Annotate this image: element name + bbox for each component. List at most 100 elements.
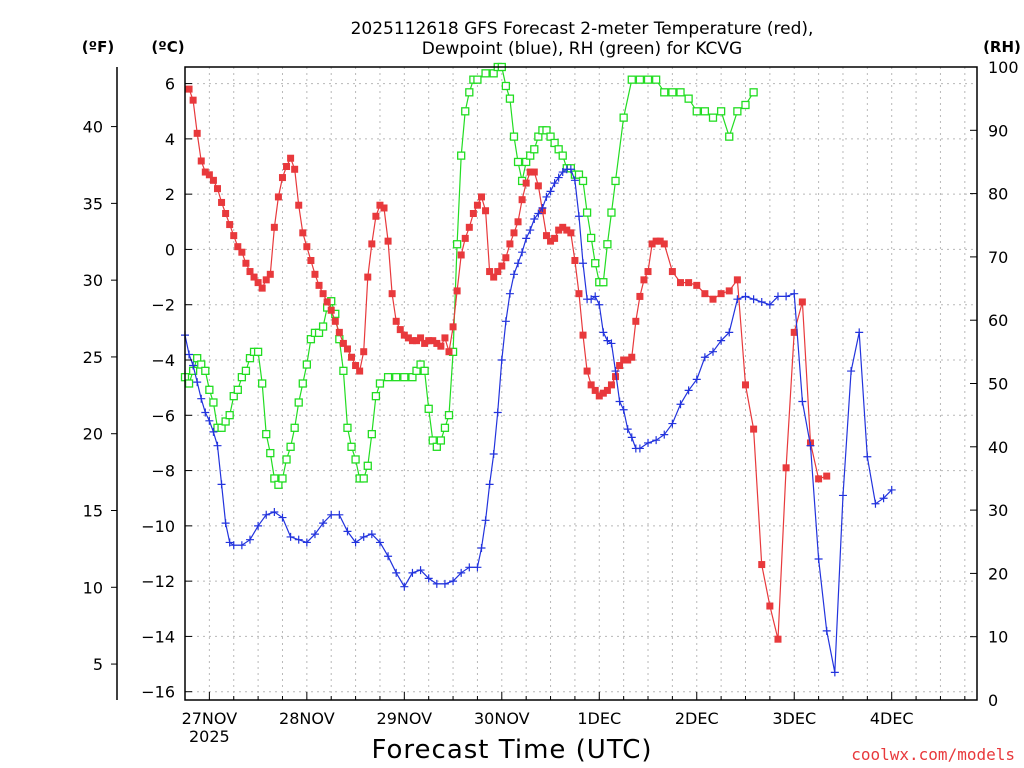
data-point-marker bbox=[530, 215, 539, 224]
fahrenheit-tick-label: 10 bbox=[83, 578, 103, 597]
data-point-marker bbox=[676, 400, 685, 409]
data-point-marker bbox=[189, 96, 197, 104]
data-point-marker bbox=[246, 268, 254, 276]
celsius-tick-label: −14 bbox=[141, 627, 175, 646]
celsius-axis: 6 4 2 0 −2 −4 −6 −8 −10 −12 −14 −16 bbox=[141, 75, 192, 702]
data-point-marker bbox=[505, 289, 514, 298]
data-point-marker bbox=[627, 433, 636, 442]
data-point-marker bbox=[371, 392, 381, 401]
data-point-marker bbox=[676, 88, 685, 97]
celsius-tick-label: 0 bbox=[165, 240, 175, 259]
data-point-marker bbox=[587, 381, 595, 389]
data-point-marker bbox=[607, 208, 616, 217]
data-point-marker bbox=[184, 379, 194, 388]
data-point-marker bbox=[620, 356, 628, 364]
data-point-marker bbox=[660, 240, 668, 248]
data-point-marker bbox=[408, 568, 417, 577]
data-point-marker bbox=[222, 210, 230, 218]
celsius-tick-label: 2 bbox=[165, 185, 175, 204]
data-point-marker bbox=[242, 259, 250, 267]
data-point-marker bbox=[278, 474, 287, 483]
data-point-marker bbox=[424, 574, 433, 583]
data-point-marker bbox=[579, 259, 588, 268]
data-point-marker bbox=[632, 317, 640, 325]
data-point-marker bbox=[554, 173, 563, 182]
data-point-marker bbox=[218, 198, 226, 206]
data-point-marker bbox=[773, 292, 782, 301]
data-point-marker bbox=[258, 284, 266, 292]
data-point-marker bbox=[193, 378, 202, 387]
data-point-marker bbox=[432, 579, 441, 588]
data-point-marker bbox=[741, 292, 750, 301]
data-point-marker bbox=[830, 668, 839, 677]
data-point-marker bbox=[298, 379, 307, 388]
data-point-marker bbox=[571, 256, 579, 264]
data-point-marker bbox=[278, 513, 287, 522]
data-point-marker bbox=[587, 295, 596, 304]
fahrenheit-tick-label: 25 bbox=[83, 348, 103, 367]
data-point-marker bbox=[652, 436, 661, 445]
data-point-marker bbox=[542, 232, 550, 240]
data-point-marker bbox=[806, 441, 815, 450]
data-point-marker bbox=[612, 373, 620, 381]
data-point-marker bbox=[611, 176, 620, 186]
data-point-marker bbox=[473, 201, 481, 209]
data-point-marker bbox=[473, 75, 482, 84]
data-point-marker bbox=[757, 297, 766, 306]
data-point-marker bbox=[677, 279, 685, 287]
data-point-marker bbox=[685, 279, 693, 287]
data-point-marker bbox=[534, 182, 542, 190]
data-point-marker bbox=[266, 270, 274, 278]
data-point-marker bbox=[583, 367, 591, 375]
data-point-marker bbox=[668, 88, 677, 97]
data-point-marker bbox=[526, 226, 535, 235]
data-point-marker bbox=[750, 425, 758, 433]
series-line bbox=[188, 88, 827, 640]
data-point-marker bbox=[294, 398, 303, 407]
data-point-marker bbox=[644, 438, 653, 447]
data-point-marker bbox=[233, 385, 242, 394]
data-point-marker bbox=[278, 174, 286, 182]
data-point-marker bbox=[530, 168, 538, 176]
data-point-marker bbox=[847, 367, 856, 376]
data-point-marker bbox=[421, 339, 429, 347]
data-point-marker bbox=[623, 425, 632, 434]
data-point-marker bbox=[364, 273, 372, 281]
data-point-marker bbox=[205, 385, 214, 394]
data-point-marker bbox=[266, 448, 275, 458]
data-point-marker bbox=[189, 361, 198, 370]
data-point-marker bbox=[209, 176, 217, 184]
data-point-marker bbox=[635, 444, 644, 453]
data-point-marker bbox=[315, 281, 323, 289]
celsius-unit-label: (ºC) bbox=[151, 38, 184, 56]
data-point-marker bbox=[656, 237, 664, 245]
data-point-marker bbox=[440, 579, 449, 588]
data-point-marker bbox=[327, 510, 336, 519]
data-point-marker bbox=[660, 88, 669, 97]
data-point-marker bbox=[599, 389, 607, 397]
data-point-marker bbox=[201, 168, 209, 176]
data-point-marker bbox=[700, 353, 709, 362]
data-point-marker bbox=[457, 251, 465, 259]
data-point-marker bbox=[457, 568, 466, 577]
data-point-marker bbox=[790, 328, 798, 336]
data-point-marker bbox=[429, 337, 437, 345]
data-point-marker bbox=[417, 334, 425, 342]
data-point-marker bbox=[392, 317, 400, 325]
data-point-marker bbox=[482, 207, 490, 215]
data-point-marker bbox=[684, 386, 693, 395]
data-point-marker bbox=[262, 510, 271, 519]
data-point-marker bbox=[814, 555, 823, 564]
data-point-marker bbox=[636, 292, 644, 300]
data-point-marker bbox=[299, 229, 307, 237]
data-point-marker bbox=[717, 290, 725, 298]
data-point-marker bbox=[360, 348, 368, 356]
data-point-marker bbox=[838, 491, 847, 500]
data-point-marker bbox=[452, 240, 462, 249]
data-point-marker bbox=[506, 240, 514, 248]
data-point-marker bbox=[425, 337, 433, 345]
data-point-marker bbox=[660, 430, 669, 439]
data-point-marker bbox=[547, 237, 555, 245]
data-point-marker bbox=[359, 532, 368, 541]
data-point-marker bbox=[359, 474, 368, 483]
